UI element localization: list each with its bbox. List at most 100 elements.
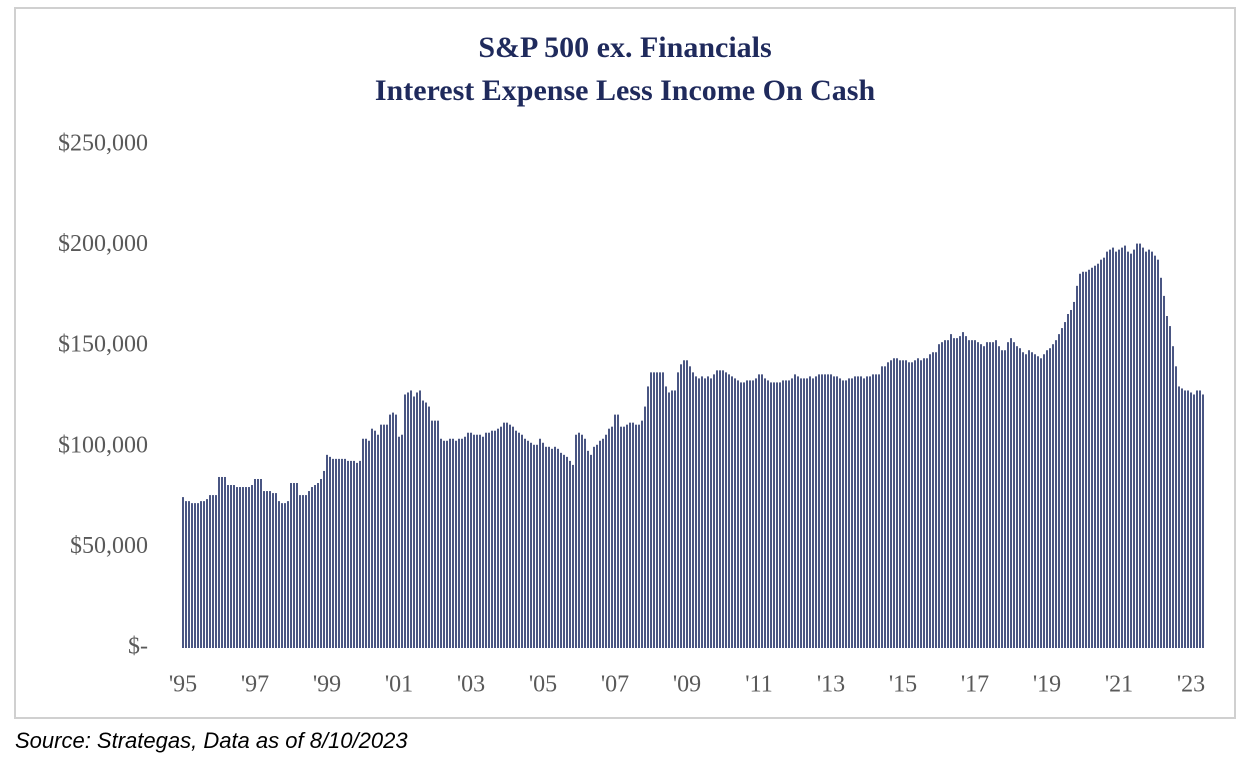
bar [515, 430, 517, 648]
bar [257, 478, 259, 648]
bar [488, 432, 490, 648]
bar [887, 362, 889, 648]
bar [602, 438, 604, 648]
bar [1010, 338, 1012, 648]
bar [884, 366, 886, 648]
bar [425, 402, 427, 648]
bar [1055, 340, 1057, 648]
bar [512, 426, 514, 648]
bar [1166, 316, 1168, 648]
bar [644, 406, 646, 648]
bar [971, 340, 973, 648]
bar [254, 478, 256, 648]
bar [692, 372, 694, 648]
bar [341, 458, 343, 648]
bar [1190, 392, 1192, 648]
bar [1181, 388, 1183, 648]
bar [983, 346, 985, 648]
bar [1019, 348, 1021, 648]
bar [932, 352, 934, 648]
bar [536, 444, 538, 648]
bar [1025, 354, 1027, 648]
bar [656, 372, 658, 648]
bar [734, 378, 736, 648]
bar [1001, 350, 1003, 648]
bar [1022, 352, 1024, 648]
bar [818, 374, 820, 648]
bar [893, 358, 895, 648]
bar [476, 434, 478, 648]
bar [467, 432, 469, 648]
bar [554, 446, 556, 648]
bar [869, 376, 871, 648]
bar [812, 378, 814, 648]
bar [1202, 394, 1204, 648]
bar [629, 422, 631, 648]
bar [263, 491, 265, 648]
bar [641, 420, 643, 648]
bar [956, 338, 958, 648]
bar [677, 372, 679, 648]
bar [725, 372, 727, 648]
bar [1145, 251, 1147, 649]
bar [203, 501, 205, 648]
bar [1193, 394, 1195, 648]
bar [770, 382, 772, 648]
bar [452, 438, 454, 648]
bar [848, 378, 850, 648]
x-tick-label: '13 [817, 672, 845, 698]
bar [437, 420, 439, 648]
bar [335, 458, 337, 648]
bar [266, 491, 268, 648]
bar [1037, 356, 1039, 648]
bar [605, 434, 607, 648]
bar [896, 358, 898, 648]
bar [431, 420, 433, 648]
y-tick-label: $50,000 [70, 533, 148, 559]
x-tick-label: '03 [457, 672, 485, 698]
bar [200, 501, 202, 648]
bar [755, 378, 757, 648]
x-tick-label: '95 [169, 672, 197, 698]
bar [368, 440, 370, 648]
bar [668, 392, 670, 648]
bar [323, 470, 325, 648]
bar [1127, 251, 1129, 649]
bar [623, 426, 625, 648]
bar [1130, 253, 1132, 648]
bar [689, 366, 691, 648]
bar [683, 360, 685, 648]
bar [866, 376, 868, 648]
bar [611, 426, 613, 648]
x-tick-label: '09 [673, 672, 701, 698]
bar [1157, 259, 1159, 648]
bar [314, 485, 316, 648]
bar [518, 432, 520, 648]
x-tick-label: '01 [385, 672, 413, 698]
bar [1088, 269, 1090, 648]
bar [539, 438, 541, 648]
bar [782, 380, 784, 648]
bar [806, 378, 808, 648]
bar [428, 406, 430, 648]
bar [962, 332, 964, 648]
bar [923, 358, 925, 648]
bar [1142, 247, 1144, 648]
bar [752, 380, 754, 648]
bar [299, 495, 301, 648]
bar [572, 464, 574, 648]
bar [395, 414, 397, 648]
bar [1112, 247, 1114, 648]
bar [833, 376, 835, 648]
bar [989, 342, 991, 648]
bar [245, 487, 247, 648]
bar [506, 422, 508, 648]
bar [491, 430, 493, 648]
bar [278, 501, 280, 648]
bar [800, 378, 802, 648]
bar [662, 372, 664, 648]
bar [251, 485, 253, 648]
bar [986, 342, 988, 648]
bar [998, 346, 1000, 648]
